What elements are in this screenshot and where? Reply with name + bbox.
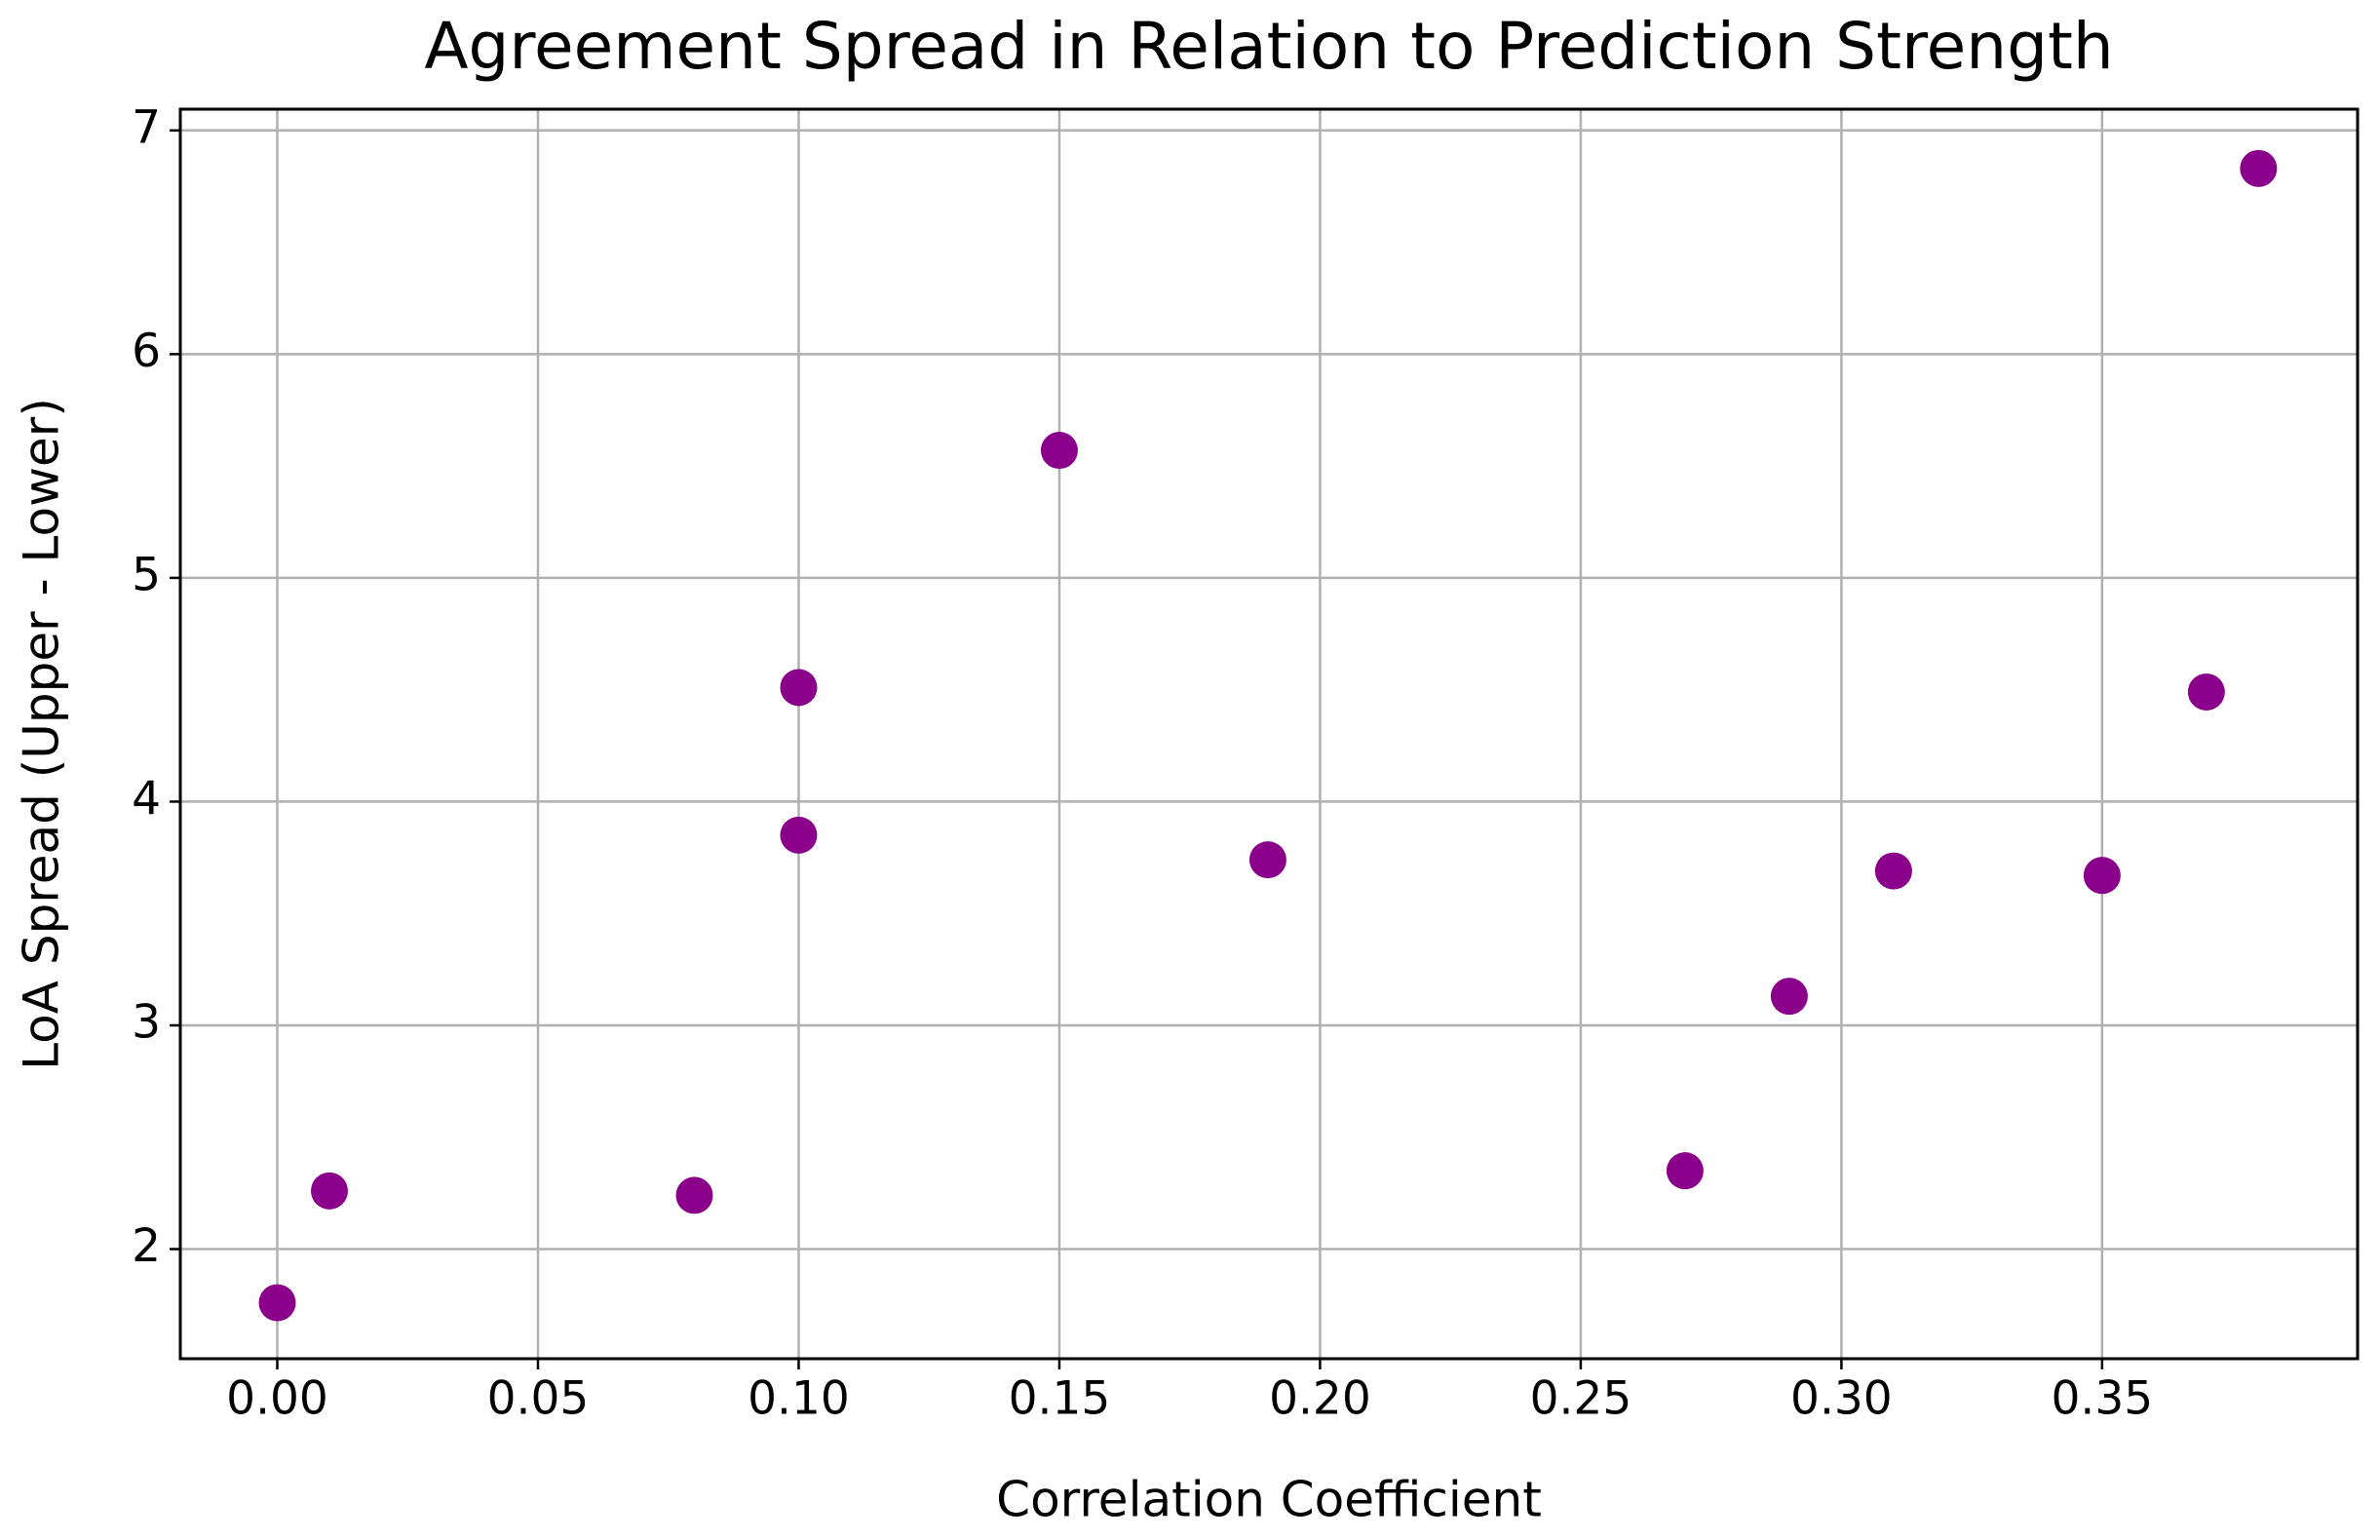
- point: [675, 1176, 713, 1214]
- x-tick-label: 0.30: [1790, 1372, 1893, 1426]
- point: [1874, 852, 1912, 890]
- point: [258, 1284, 296, 1322]
- point: [1770, 978, 1808, 1016]
- point: [780, 816, 818, 854]
- point: [310, 1172, 348, 1210]
- x-tick-label: 0.00: [226, 1372, 328, 1426]
- y-tick-label: 2: [132, 1219, 161, 1273]
- point: [2083, 857, 2121, 895]
- y-tick-label: 7: [132, 100, 161, 154]
- y-tick-label: 3: [132, 995, 161, 1049]
- x-tick-label: 0.10: [748, 1372, 850, 1426]
- y-tick-label: 6: [132, 325, 161, 378]
- y-tick-label: 4: [132, 772, 161, 826]
- point: [1666, 1152, 1704, 1190]
- chart-title: Agreement Spread in Relation to Predicti…: [424, 9, 2113, 84]
- x-tick-label: 0.15: [1009, 1372, 1111, 1426]
- x-tick-label: 0.20: [1269, 1372, 1371, 1426]
- x-tick-label: 0.25: [1530, 1372, 1632, 1426]
- plot-frame: [178, 107, 2360, 1361]
- point: [2187, 673, 2225, 711]
- x-tick-label: 0.05: [487, 1372, 590, 1426]
- point: [1248, 841, 1286, 879]
- y-axis-label: LoA Spread (Upper - Lower): [14, 398, 70, 1070]
- x-tick-label: 0.35: [2052, 1372, 2154, 1426]
- x-axis-label: Correlation Coefficient: [996, 1472, 1542, 1528]
- point: [1040, 432, 1078, 470]
- point: [780, 669, 818, 707]
- y-tick-label: 5: [132, 548, 161, 601]
- point: [2240, 149, 2278, 187]
